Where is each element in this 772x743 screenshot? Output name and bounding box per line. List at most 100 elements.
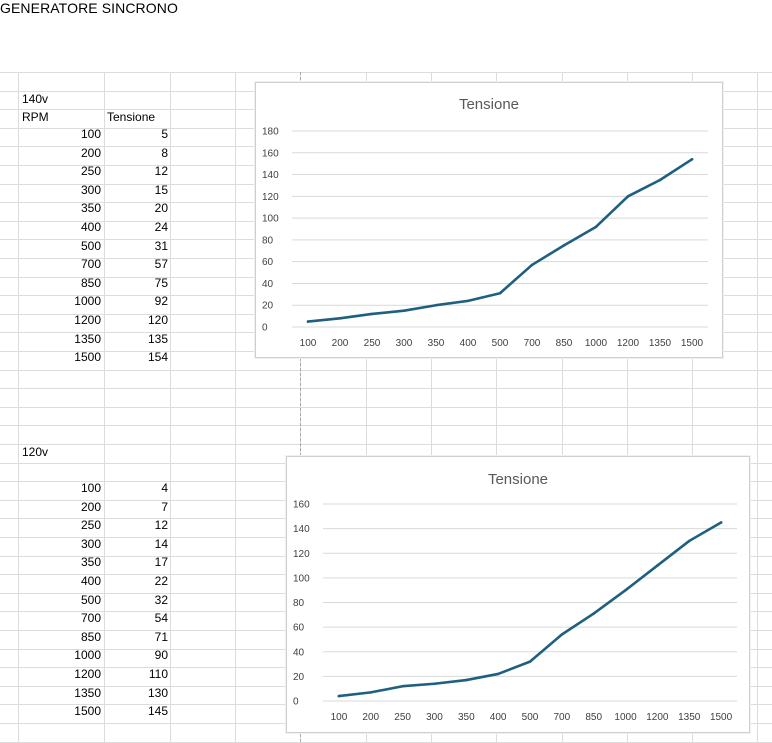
rpm-cell[interactable]: 250	[80, 518, 101, 533]
rpm-cell[interactable]: 700	[80, 257, 101, 272]
series-line[interactable]	[306, 158, 694, 323]
series-line[interactable]	[337, 521, 723, 698]
tensione-cell[interactable]: 12	[154, 518, 168, 533]
tensione-cell[interactable]: 154	[147, 350, 168, 365]
tensione-cell[interactable]: 90	[154, 648, 168, 663]
rpm-cell[interactable]: 200	[80, 145, 101, 160]
rpm-cell[interactable]: 350	[80, 555, 101, 570]
tensione-cell[interactable]: 135	[147, 331, 168, 346]
tensione-cell[interactable]: 7	[161, 499, 168, 514]
rpm-cell[interactable]: 850	[80, 275, 101, 290]
rpm-cell[interactable]: 500	[80, 592, 101, 607]
y-tick-label: 80	[293, 598, 305, 609]
tensione-cell[interactable]: 31	[154, 238, 168, 253]
data-point[interactable]	[562, 244, 566, 247]
tensione-cell[interactable]: 4	[161, 481, 168, 495]
tensione-cell[interactable]: 22	[154, 574, 168, 588]
data-point[interactable]	[719, 521, 723, 524]
rpm-cell[interactable]: 100	[80, 127, 101, 141]
tensione-cell[interactable]: 110	[148, 667, 168, 681]
tensione-cell[interactable]: 20	[154, 201, 168, 216]
rpm-cell[interactable]: 1000	[74, 648, 101, 663]
x-tick-label: 200	[362, 712, 379, 723]
rpm-cell[interactable]: 850	[80, 629, 101, 644]
data-point[interactable]	[528, 660, 532, 663]
tensione-header[interactable]: Tensione	[107, 110, 156, 124]
rpm-cell[interactable]: 500	[80, 238, 101, 253]
y-tick-label: 160	[293, 500, 310, 511]
y-tick-label: 40	[293, 647, 305, 658]
data-point[interactable]	[560, 633, 564, 636]
data-point[interactable]	[656, 564, 659, 567]
tensione-cell[interactable]: 12	[154, 164, 168, 179]
rpm-cell[interactable]: 1500	[74, 350, 101, 365]
rpm-cell[interactable]: 700	[80, 611, 101, 626]
tensione-cell[interactable]: 130	[147, 685, 168, 700]
block1-label[interactable]: 140v	[22, 92, 49, 106]
data-point[interactable]	[626, 195, 630, 198]
data-point[interactable]	[370, 312, 374, 316]
data-point[interactable]	[402, 309, 406, 312]
row-gridline	[0, 72, 772, 73]
rpm-cell[interactable]: 300	[80, 536, 101, 551]
data-point[interactable]	[306, 320, 310, 323]
tensione-cell[interactable]: 57	[154, 257, 168, 272]
tensione-cell[interactable]: 54	[154, 611, 168, 626]
rpm-cell[interactable]: 400	[80, 574, 101, 588]
rpm-cell[interactable]: 1000	[74, 294, 101, 309]
tensione-cell[interactable]: 32	[154, 592, 168, 607]
rpm-cell[interactable]: 100	[80, 481, 101, 495]
rpm-cell[interactable]: 200	[80, 499, 101, 514]
tensione-cell[interactable]: 14	[154, 536, 168, 551]
x-tick-label: 1200	[617, 338, 640, 349]
tensione-cell[interactable]: 120	[147, 313, 168, 327]
rpm-cell[interactable]: 1350	[74, 331, 101, 346]
data-point[interactable]	[658, 178, 662, 182]
tensione-cell[interactable]: 75	[154, 275, 168, 290]
x-tick-label: 1350	[649, 338, 672, 349]
data-point[interactable]	[338, 316, 342, 320]
rpm-cell[interactable]: 400	[80, 220, 101, 234]
rpm-cell[interactable]: 1350	[74, 685, 101, 700]
y-tick-label: 60	[262, 257, 274, 268]
tensione-cell[interactable]: 17	[154, 555, 168, 570]
rpm-cell[interactable]: 1200	[74, 313, 101, 327]
data-point[interactable]	[498, 291, 502, 295]
data-point[interactable]	[687, 539, 691, 543]
data-point[interactable]	[401, 684, 404, 688]
block2-label[interactable]: 120v	[22, 445, 49, 459]
y-tick-label: 80	[262, 235, 274, 246]
tensione-cell[interactable]: 71	[154, 629, 168, 644]
data-point[interactable]	[466, 299, 470, 303]
x-tick-label: 250	[394, 712, 411, 723]
x-tick-label: 1350	[678, 712, 701, 723]
data-point[interactable]	[433, 682, 436, 686]
tensione-cell[interactable]: 15	[154, 182, 168, 197]
data-point[interactable]	[594, 225, 598, 229]
data-point[interactable]	[530, 263, 534, 267]
x-tick-label: 350	[458, 712, 475, 723]
rpm-cell[interactable]: 1200	[74, 667, 101, 681]
rpm-cell[interactable]: 300	[80, 182, 101, 197]
data-point[interactable]	[624, 588, 627, 592]
data-point[interactable]	[465, 678, 468, 682]
x-tick-label: 1000	[614, 712, 637, 723]
data-point[interactable]	[690, 158, 694, 161]
data-point[interactable]	[496, 672, 500, 676]
tensione-cell[interactable]: 24	[154, 220, 168, 234]
data-point[interactable]	[369, 691, 373, 694]
chart-140v[interactable]: Tensione 0 20 40 60 80 100 120 140 160 180 100 200 25…	[255, 82, 723, 358]
rpm-cell[interactable]: 350	[80, 201, 101, 216]
data-point[interactable]	[592, 612, 595, 615]
rpm-cell[interactable]: 1500	[74, 704, 101, 719]
rpm-cell[interactable]: 250	[80, 164, 101, 179]
tensione-cell[interactable]: 5	[161, 127, 168, 141]
tensione-cell[interactable]: 145	[147, 704, 168, 719]
data-point[interactable]	[434, 303, 438, 307]
tensione-cell[interactable]: 8	[161, 145, 168, 160]
tensione-cell[interactable]: 92	[154, 294, 168, 309]
y-tick-label: 100	[262, 214, 279, 225]
rpm-header[interactable]: RPM	[22, 110, 49, 124]
data-point[interactable]	[337, 694, 341, 698]
chart-120v[interactable]: Tensione 0 20 40 60 80 100 120 140 160 100 200 250 30…	[286, 456, 750, 733]
